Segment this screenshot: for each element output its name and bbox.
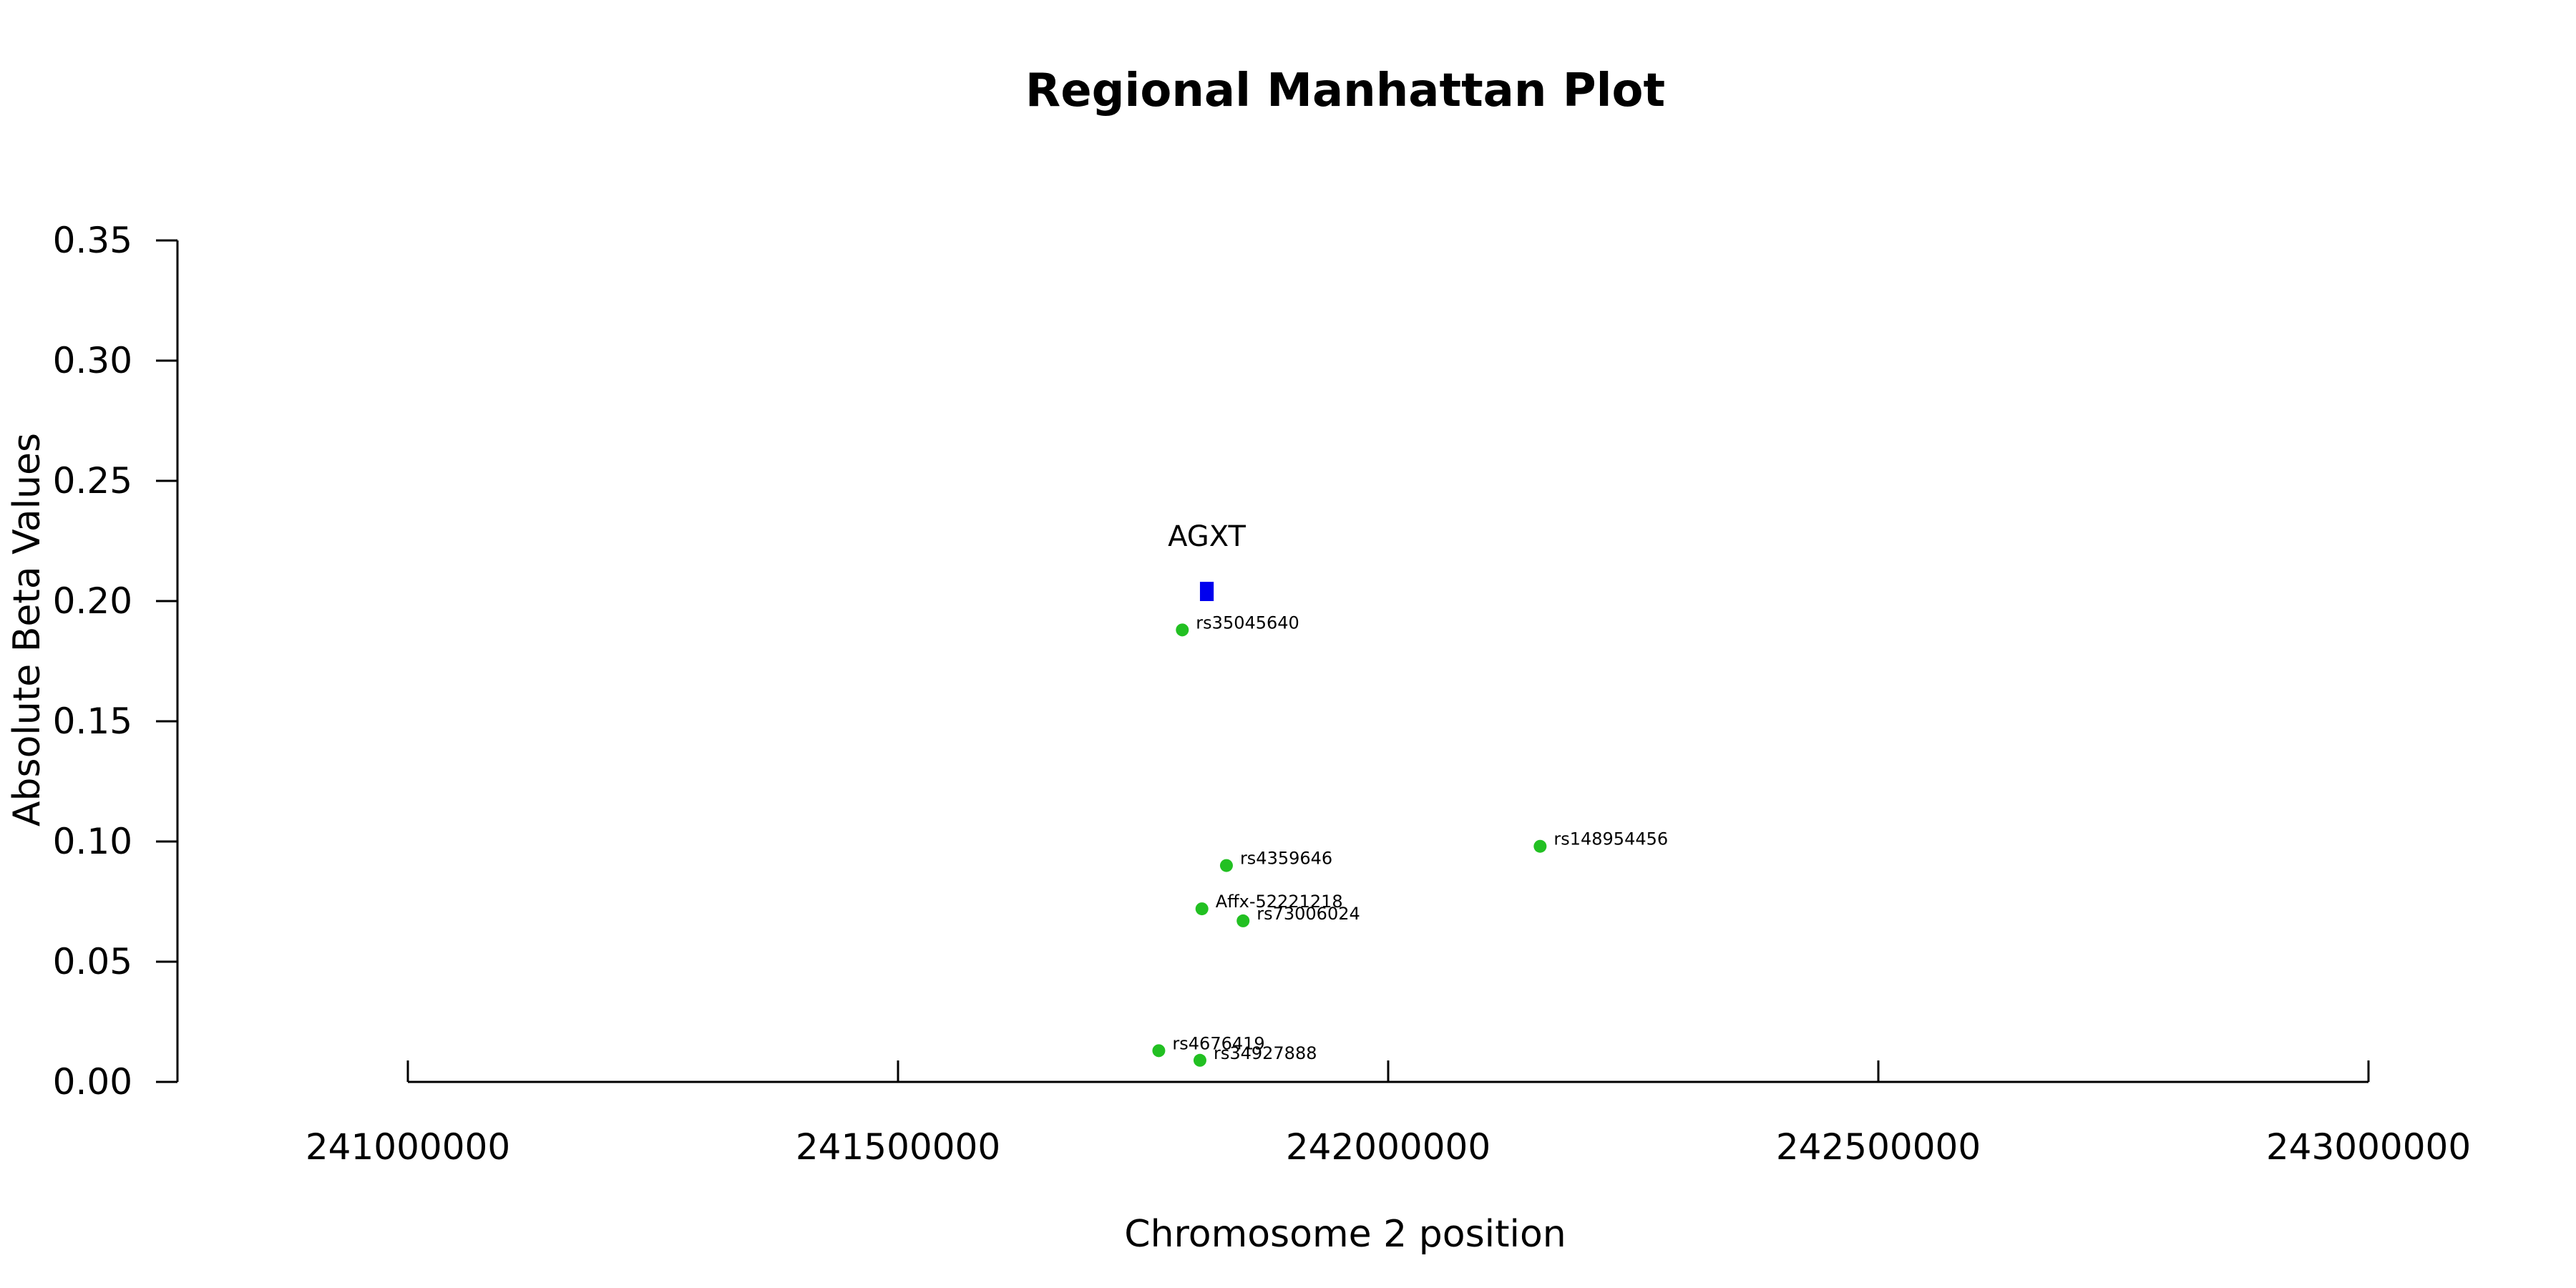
data-point-label: rs4676419 (1172, 1033, 1264, 1053)
x-axis-label: Chromosome 2 position (1124, 1213, 1566, 1256)
y-tick-label: 0.10 (53, 821, 132, 862)
x-tick-label: 242500000 (1776, 1126, 1981, 1168)
gene-layer: AGXT (1168, 520, 1246, 601)
data-point-label: rs34927888 (1214, 1043, 1317, 1063)
data-point-label: rs35045640 (1196, 613, 1299, 633)
y-tick-label: 0.25 (53, 460, 132, 502)
y-tick-label: 0.00 (53, 1061, 132, 1103)
data-point (1176, 623, 1189, 637)
gene-label: AGXT (1168, 520, 1246, 553)
x-tick-label: 241000000 (306, 1126, 510, 1168)
data-point-label: rs148954456 (1553, 829, 1668, 849)
data-point (1236, 914, 1250, 927)
y-tick-label: 0.35 (53, 220, 132, 261)
x-tick-label: 242000000 (1286, 1126, 1491, 1168)
x-axis: 241000000 241500000 242000000 242500000 2430… (306, 1060, 2471, 1168)
y-axis-label: Absolute Beta Values (6, 433, 49, 826)
y-tick-label: 0.20 (53, 580, 132, 622)
data-point (1152, 1044, 1166, 1058)
chart-title: Regional Manhattan Plot (1025, 64, 1665, 117)
y-tick-label: 0.15 (53, 701, 132, 742)
gene-box (1199, 582, 1214, 601)
x-tick-label: 241500000 (796, 1126, 1000, 1168)
data-point (1533, 839, 1547, 853)
y-tick-label: 0.30 (53, 340, 132, 381)
data-point (1219, 859, 1233, 872)
data-point-label: rs73006024 (1257, 904, 1360, 924)
y-tick-label: 0.05 (53, 941, 132, 982)
data-point (1193, 1053, 1206, 1067)
data-point-label: rs4359646 (1240, 849, 1332, 869)
data-point (1195, 902, 1209, 916)
y-axis: 0.00 0.05 0.10 0.15 0.20 0.25 0.30 0.35 (53, 220, 179, 1103)
points-layer: rs35045640 rs4359646 rs148954456 Affx-52221… (1152, 613, 1668, 1067)
data-point-label: Affx-52221218 (1216, 892, 1343, 912)
x-tick-label: 243000000 (2266, 1126, 2471, 1168)
